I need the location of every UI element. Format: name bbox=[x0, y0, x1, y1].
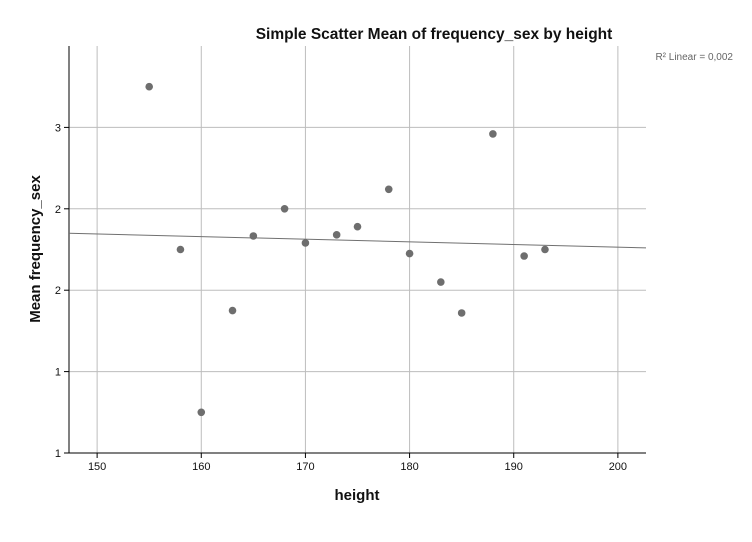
data-point bbox=[405, 249, 414, 258]
data-point bbox=[353, 222, 362, 231]
x-tick-label: 200 bbox=[609, 461, 627, 473]
data-point bbox=[249, 232, 258, 240]
y-tick-label: 1 bbox=[55, 367, 61, 379]
linear-fit-line bbox=[68, 232, 647, 249]
x-tick-label: 150 bbox=[88, 461, 106, 473]
data-point bbox=[457, 309, 466, 317]
y-tick-label: 2 bbox=[55, 285, 61, 297]
data-point bbox=[520, 252, 528, 260]
data-point bbox=[541, 245, 549, 254]
y-tick-label: 1 bbox=[55, 448, 61, 460]
data-point bbox=[489, 130, 497, 138]
tick-labels: 150 160 170 180 190 200 1 1 2 2 3 bbox=[55, 122, 627, 473]
data-point bbox=[280, 205, 289, 213]
x-tick-label: 170 bbox=[296, 461, 314, 473]
grid bbox=[69, 46, 646, 454]
data-point bbox=[145, 82, 153, 91]
data-point bbox=[197, 408, 206, 417]
data-point bbox=[332, 231, 341, 239]
r2-label: R² Linear = 0,002 bbox=[655, 52, 733, 63]
axes bbox=[68, 46, 646, 454]
x-tick-label: 190 bbox=[505, 461, 523, 473]
data-point bbox=[228, 306, 237, 315]
chart-title: Simple Scatter Mean of frequency_sex by … bbox=[256, 26, 613, 43]
x-tick-label: 180 bbox=[400, 461, 418, 473]
x-axis-label: height bbox=[335, 487, 380, 504]
data-point bbox=[301, 239, 310, 247]
data-point bbox=[384, 185, 393, 194]
y-axis-label: Mean frequency_sex bbox=[27, 175, 44, 323]
x-tick-label: 160 bbox=[192, 461, 210, 473]
y-tick-label: 3 bbox=[55, 122, 61, 134]
data-point bbox=[176, 245, 185, 254]
fit-line-group bbox=[68, 232, 647, 249]
y-tick-label: 2 bbox=[55, 204, 61, 216]
data-point bbox=[437, 278, 445, 286]
data-points bbox=[145, 82, 549, 417]
